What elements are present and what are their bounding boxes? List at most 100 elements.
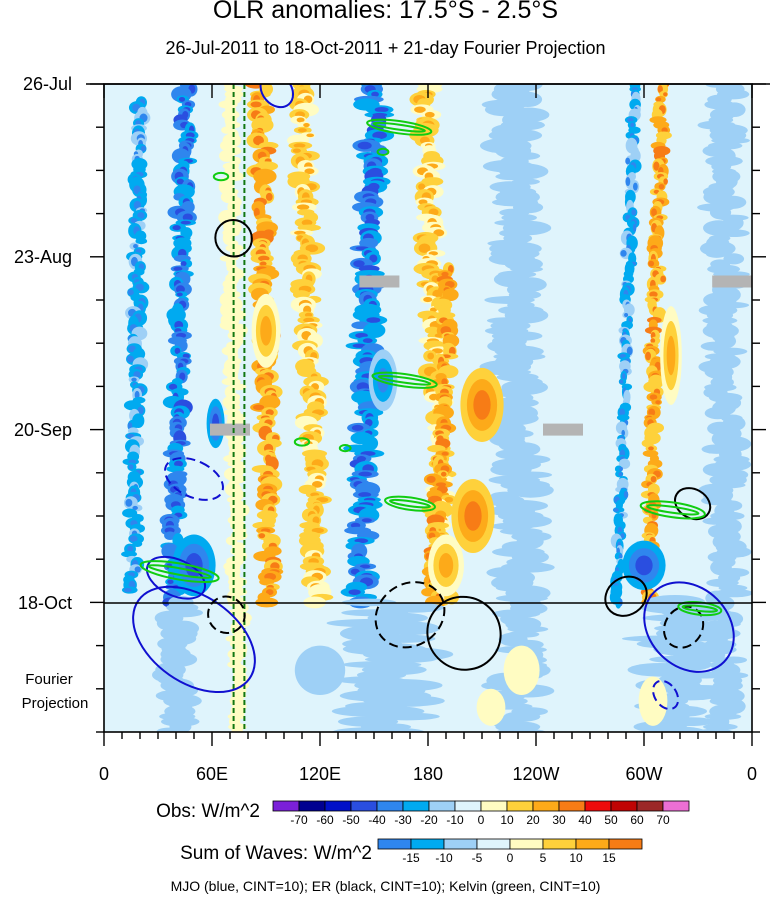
chart-subtitle: 26-Jul-2011 to 18-Oct-2011 + 21-day Four… bbox=[165, 38, 606, 58]
kelvin-contour bbox=[139, 560, 220, 584]
x-tick-label: 60E bbox=[195, 764, 229, 784]
colorbar-tick-label: 10 bbox=[500, 813, 514, 827]
kelvin-contour bbox=[371, 371, 438, 389]
anomaly-blob bbox=[428, 534, 464, 597]
anomaly-cell bbox=[292, 148, 301, 153]
kelvin-contour bbox=[389, 498, 431, 509]
anomaly-cell bbox=[718, 229, 750, 238]
anomaly-cell bbox=[133, 243, 138, 249]
anomaly-cell bbox=[438, 553, 454, 578]
anomaly-cell bbox=[304, 168, 315, 175]
colorbar-swatch bbox=[476, 838, 511, 850]
anomaly-blob bbox=[476, 688, 506, 726]
y-tick-label: 23-Aug bbox=[13, 247, 72, 267]
kelvin-contour bbox=[293, 437, 311, 447]
wave-contours bbox=[132, 84, 735, 711]
mjo-contour bbox=[132, 585, 256, 694]
footnote: MJO (blue, CINT=10); ER (black, CINT=10)… bbox=[170, 878, 601, 894]
anomaly-cell bbox=[431, 497, 439, 503]
anomaly-cell bbox=[632, 223, 637, 232]
anomaly-cell bbox=[464, 501, 482, 531]
reference-longitude-lines bbox=[232, 84, 246, 732]
anomaly-cell bbox=[441, 451, 449, 456]
x-tick-label: 120W bbox=[512, 764, 560, 784]
anomaly-cell bbox=[311, 480, 323, 488]
waves-colorbar bbox=[377, 838, 643, 850]
anomaly-cell bbox=[426, 475, 436, 483]
anomaly-cell bbox=[507, 482, 554, 498]
kelvin-contour bbox=[681, 604, 718, 613]
er-contour bbox=[663, 605, 705, 649]
anomaly-cell bbox=[311, 527, 324, 534]
colorbar-swatch bbox=[324, 800, 352, 812]
colorbar-swatch bbox=[558, 800, 586, 812]
anomaly-cell bbox=[440, 471, 447, 477]
anomaly-cell bbox=[632, 182, 638, 191]
colorbar-tick-label: -40 bbox=[368, 813, 386, 827]
anomaly-cell bbox=[358, 492, 372, 498]
anomaly-cell bbox=[618, 553, 623, 559]
anomaly-cell bbox=[350, 522, 361, 529]
anomaly-cell bbox=[699, 728, 733, 732]
mjo-contour bbox=[164, 457, 224, 501]
anomaly-cell bbox=[265, 192, 273, 201]
missing-data-patch bbox=[543, 423, 583, 436]
anomaly-blob bbox=[368, 349, 398, 412]
er-contour bbox=[214, 219, 253, 258]
anomaly-cell bbox=[650, 475, 657, 483]
anomaly-cell bbox=[259, 261, 267, 266]
kelvin-contour bbox=[147, 564, 212, 579]
kelvin-contour bbox=[366, 118, 433, 136]
colorbar-tick-label: 30 bbox=[552, 813, 566, 827]
anomaly-cell bbox=[441, 271, 449, 277]
anomaly-cell bbox=[649, 291, 658, 298]
anomaly-cell bbox=[180, 220, 191, 225]
anomaly-cell bbox=[130, 218, 138, 224]
colorbar-swatch bbox=[454, 800, 482, 812]
mjo-contour bbox=[652, 679, 680, 711]
colorbar-tick-label: 60 bbox=[630, 813, 644, 827]
anomaly-blob bbox=[294, 645, 346, 695]
anomaly-cell bbox=[623, 490, 629, 499]
anomaly-cell bbox=[309, 660, 331, 681]
x-tick-label: 0 bbox=[98, 764, 109, 784]
anomaly-cell bbox=[377, 367, 389, 393]
anomaly-cell bbox=[358, 471, 372, 477]
anomaly-cell bbox=[431, 275, 440, 283]
anomaly-cell bbox=[369, 254, 378, 263]
colorbar-swatch bbox=[402, 800, 430, 812]
kelvin-contour bbox=[338, 444, 352, 453]
kelvin-contour bbox=[372, 121, 426, 133]
anomaly-cell bbox=[428, 251, 439, 256]
colorbar-swatch bbox=[480, 800, 508, 812]
anomaly-cell bbox=[258, 533, 266, 539]
anomaly-cell bbox=[253, 207, 260, 217]
anomaly-cell bbox=[303, 122, 310, 128]
anomaly-cell bbox=[435, 482, 447, 487]
anomaly-cell bbox=[655, 97, 662, 102]
y-tick-label: 18-Oct bbox=[17, 593, 72, 613]
anomaly-cell bbox=[127, 545, 134, 553]
anomaly-cell bbox=[649, 394, 658, 400]
anomaly-cell bbox=[179, 372, 186, 381]
anomaly-cell bbox=[444, 496, 454, 503]
anomaly-band bbox=[639, 84, 672, 606]
anomaly-cell bbox=[137, 212, 145, 219]
anomaly-cell bbox=[618, 472, 623, 477]
anomaly-cell bbox=[121, 550, 138, 558]
anomaly-cell bbox=[485, 699, 497, 715]
anomaly-band bbox=[287, 84, 334, 609]
anomaly-cell bbox=[301, 219, 313, 226]
colorbar-swatch bbox=[542, 838, 577, 850]
anomaly-cell bbox=[253, 404, 265, 411]
anomaly-cell bbox=[351, 424, 364, 431]
obs-colorbar-title: Obs: W/m^2 bbox=[156, 801, 260, 822]
anomaly-cell bbox=[622, 373, 626, 380]
er-contour bbox=[604, 575, 648, 617]
anomaly-band bbox=[121, 96, 151, 594]
anomaly-cell bbox=[658, 184, 665, 190]
anomaly-cell bbox=[648, 260, 655, 267]
anomaly-cell bbox=[625, 177, 631, 187]
colorbar-swatch bbox=[575, 838, 610, 850]
anomaly-cell bbox=[174, 460, 184, 467]
